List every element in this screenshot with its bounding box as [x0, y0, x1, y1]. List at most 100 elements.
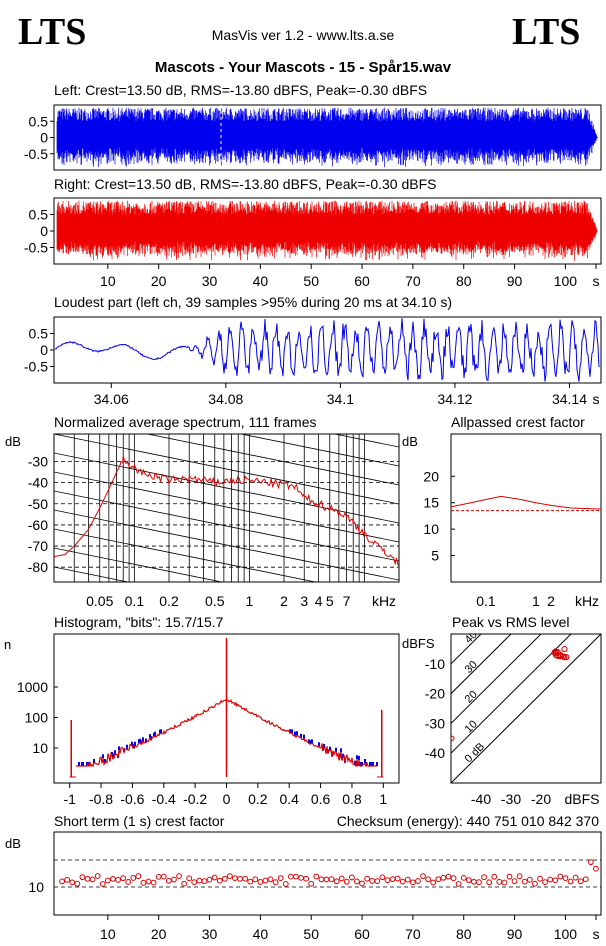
- short-crest-point: [379, 874, 386, 881]
- spectrum-ytick: -40: [28, 475, 48, 491]
- peak-rms-xtick: -40: [471, 791, 491, 807]
- short-crest-xtick: 40: [253, 926, 269, 942]
- allpass-xtick: 1: [532, 593, 540, 609]
- short-crest-point: [89, 876, 96, 883]
- short-crest-point: [481, 874, 487, 881]
- short-crest-point: [313, 873, 320, 880]
- short-crest-xtick: 30: [202, 926, 218, 942]
- allpass-title: Allpassed crest factor: [451, 414, 585, 430]
- right-wave-xtick: 40: [253, 273, 269, 289]
- histogram-xtick: -0.8: [89, 791, 113, 807]
- spectrum-slope-line: [54, 490, 399, 562]
- loudest-trace: [54, 318, 600, 382]
- short-crest-point: [303, 875, 310, 882]
- peak-rms-diag-label: 0 dB: [463, 741, 487, 765]
- histogram-xtick: 0: [223, 791, 231, 807]
- short-crest-point: [593, 865, 599, 872]
- right-wave-trace: [56, 200, 598, 261]
- histogram-xtick: 1: [379, 791, 387, 807]
- short-crest-point: [338, 875, 345, 882]
- spectrum-xtick: 0.2: [159, 593, 179, 609]
- short-crest-point: [415, 878, 421, 884]
- short-crest-point: [440, 874, 447, 881]
- spectrum-trace: [54, 456, 399, 566]
- short-crest-frame: [53, 831, 602, 916]
- loudest-xtick: 34.12: [437, 391, 472, 407]
- short-crest-point: [348, 874, 355, 881]
- right-wave-xtick: 50: [303, 273, 319, 289]
- spectrum-slope-line: [54, 528, 318, 582]
- spectrum-xtick: 1: [245, 593, 253, 609]
- peak-rms-plot: 0 dB 10 20 30 40: [451, 634, 601, 783]
- short-crest-point: [394, 875, 401, 882]
- short-crest-point: [79, 874, 86, 881]
- allpass-ytick: 20: [423, 468, 439, 484]
- peak-rms-diagonal: [451, 634, 482, 665]
- short-crest-point: [110, 875, 116, 882]
- short-crest-point: [359, 880, 365, 887]
- short-crest-point: [252, 876, 259, 883]
- allpass-xtick: 0.1: [476, 593, 496, 609]
- peak-rms-point: [563, 654, 570, 661]
- short-crest-point: [232, 875, 238, 882]
- short-crest-point: [455, 880, 462, 887]
- short-crest-point: [282, 881, 289, 887]
- short-crest-point: [537, 875, 543, 882]
- short-crest-point: [155, 873, 162, 880]
- allpass-frame: [450, 433, 602, 583]
- spectrum-slope-line: [54, 509, 399, 581]
- short-crest-point: [328, 876, 335, 883]
- right-wave-ytick: 0.5: [29, 207, 49, 223]
- loudest-xtick: 34.06: [94, 391, 129, 407]
- short-crest-point: [374, 878, 381, 884]
- peak-rms-xtick: -20: [531, 791, 551, 807]
- spectrum-ytick: -30: [28, 453, 48, 469]
- short-crest-point: [242, 875, 249, 882]
- peak-rms-yunit: dBFS: [402, 636, 435, 651]
- histogram-ytick: 100: [25, 710, 49, 726]
- spectrum-slope-line: [145, 434, 399, 486]
- short-crest-point: [201, 878, 208, 885]
- short-crest-point: [567, 878, 574, 885]
- short-crest-point: [384, 877, 391, 884]
- checksum: Checksum (energy): 440 751 010 842 370: [337, 813, 599, 829]
- spectrum-ytick: -60: [28, 517, 48, 533]
- right-wave-xtick: 30: [202, 273, 218, 289]
- peak-rms-point: [561, 654, 568, 661]
- peak-rms-ytick: -40: [425, 745, 445, 761]
- right-wave-xtick: 70: [405, 273, 421, 289]
- right-wave-ytick: -0.5: [24, 240, 48, 256]
- short-crest-point: [69, 879, 76, 886]
- peak-rms-title: Peak vs RMS level: [452, 614, 569, 630]
- peak-rms-diagonal: [451, 634, 601, 783]
- short-crest-point: [369, 878, 376, 884]
- short-crest-point: [216, 877, 223, 884]
- short-crest-point: [145, 878, 152, 885]
- short-crest-point: [293, 873, 299, 880]
- short-crest-point: [74, 880, 81, 887]
- allpass-trace: [450, 495, 602, 510]
- histogram-xtick: -1: [63, 791, 76, 807]
- spectrum-xtick: 3: [300, 593, 308, 609]
- short-crest-point: [206, 876, 213, 883]
- spectrum-slope-line: [54, 471, 399, 543]
- loudest-ytick: 0: [40, 342, 48, 358]
- short-crest-xtick: 90: [507, 926, 523, 942]
- short-crest-point: [420, 873, 426, 880]
- short-crest-point: [221, 875, 228, 882]
- histogram-xtick: 0.6: [311, 791, 331, 807]
- loudest-xtick: 34.08: [208, 391, 243, 407]
- short-crest-point: [160, 873, 167, 880]
- peak-rms-diagonal: [451, 634, 512, 694]
- short-crest-point: [120, 875, 126, 882]
- short-crest-point: [84, 875, 91, 882]
- short-crest-point: [496, 878, 503, 885]
- short-crest-point: [186, 875, 193, 882]
- right-wave-xtick: 80: [456, 273, 472, 289]
- short-crest-point: [562, 875, 569, 881]
- histogram-xtick: 0.4: [279, 791, 299, 807]
- short-crest-xtick: 20: [151, 926, 167, 942]
- short-crest-point: [465, 877, 472, 884]
- peak-rms-diagonal: [451, 634, 542, 724]
